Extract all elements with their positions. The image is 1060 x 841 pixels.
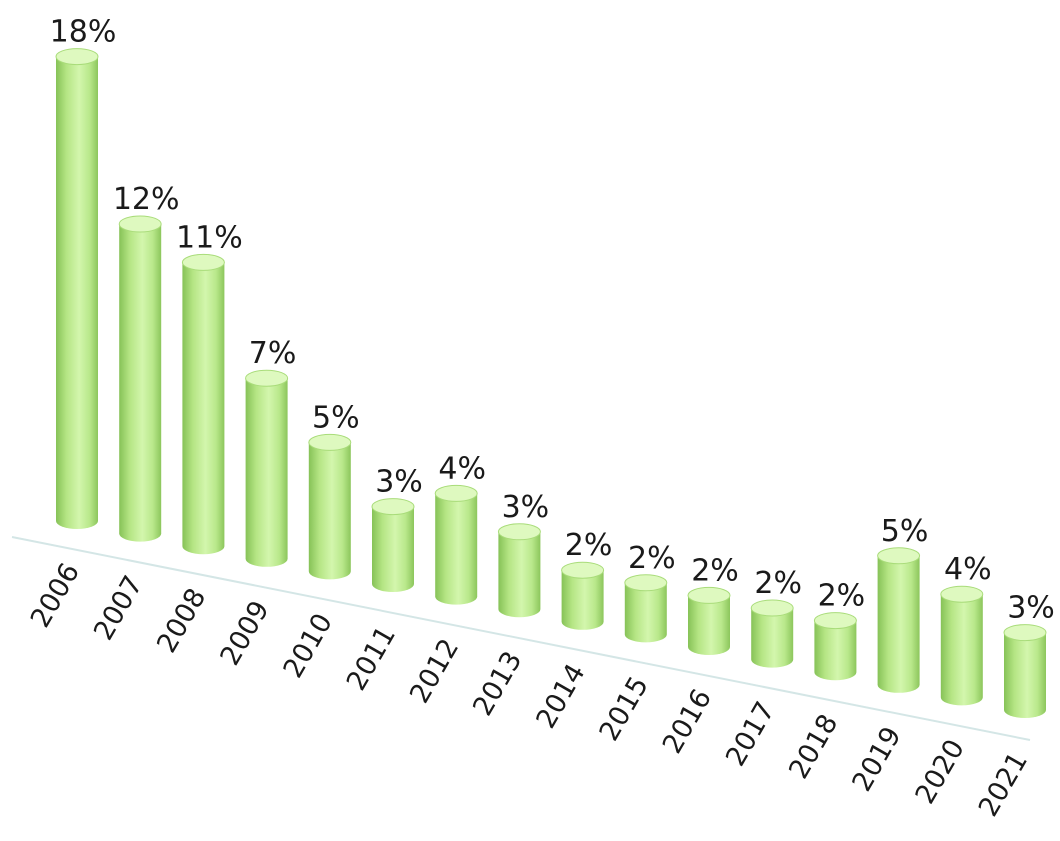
x-tick-label: 2018	[783, 709, 844, 784]
bar-2009	[245, 369, 289, 567]
bar-body	[624, 582, 667, 643]
bar-2012	[434, 484, 478, 605]
data-label: 11%	[176, 220, 243, 255]
bar-top-cap	[813, 612, 857, 630]
bar-2013	[497, 523, 541, 618]
data-label: 3%	[502, 490, 550, 525]
bar-2007	[118, 215, 162, 542]
bar-body	[751, 608, 794, 668]
bar-2015	[624, 574, 668, 643]
bar-body	[940, 594, 983, 706]
bar-body	[877, 555, 920, 693]
x-tick-label: 2015	[594, 671, 655, 746]
bar-2006	[55, 48, 99, 529]
bar-2014	[561, 561, 605, 630]
bar-body	[814, 620, 857, 681]
data-label: 2%	[628, 541, 676, 576]
bar-2010	[308, 433, 352, 580]
data-label: 5%	[881, 514, 929, 549]
data-label: 3%	[1007, 591, 1055, 626]
x-tick-label: 2008	[151, 583, 212, 658]
bar-body	[498, 531, 541, 618]
bar-top-cap	[497, 523, 541, 541]
bar-top-cap	[561, 561, 605, 579]
bar-body	[119, 224, 162, 542]
bar-top-cap	[245, 369, 289, 387]
x-tick-label: 2019	[846, 722, 907, 797]
bar-body	[372, 506, 414, 592]
x-tick-label: 2010	[278, 608, 339, 683]
data-label: 7%	[249, 336, 297, 371]
x-tick-label: 2020	[910, 734, 971, 809]
bar-2020	[940, 585, 984, 706]
bar-body	[435, 493, 478, 605]
bar-body	[1004, 632, 1046, 718]
data-label: 2%	[818, 579, 866, 614]
data-label: 2%	[565, 528, 613, 563]
data-label: 3%	[375, 465, 423, 500]
data-label: 4%	[438, 451, 486, 486]
bar-top-cap	[118, 215, 162, 233]
bar-body	[245, 378, 288, 567]
bar-2017	[750, 599, 794, 668]
data-labels-group: 18% 12%11% 7% 5% 3% 4% 3% 2% 2% 2% 2% 2% 5% 4% 3%	[50, 15, 1055, 626]
x-tick-label: 2009	[214, 596, 275, 671]
bar-body	[56, 56, 98, 529]
x-tick-label: 2017	[720, 697, 781, 772]
data-label: 18%	[50, 15, 117, 50]
x-tick-label: 2021	[973, 747, 1034, 822]
bar-top-cap	[940, 585, 984, 603]
bar-2018	[813, 612, 857, 681]
bar-top-cap	[877, 547, 921, 565]
bar-top-cap	[750, 599, 794, 617]
bar-top-cap	[687, 586, 731, 604]
bar-top-cap	[1003, 624, 1047, 642]
bar-2016	[687, 586, 731, 655]
bar-top-cap	[624, 574, 668, 592]
x-tick-label: 2016	[657, 684, 718, 759]
bar-2021	[1003, 624, 1047, 718]
data-label: 2%	[691, 553, 739, 588]
bar-2011	[371, 498, 415, 592]
x-tick-label: 2007	[88, 571, 149, 646]
data-label: 2%	[754, 566, 802, 601]
bar-top-cap	[181, 253, 225, 271]
bar-body	[308, 442, 351, 580]
x-tick-label: 2012	[404, 634, 465, 709]
bar-2008	[181, 253, 225, 555]
bar-top-cap	[55, 48, 99, 66]
bar-body	[688, 595, 730, 655]
data-label: 12%	[113, 182, 180, 217]
bar-top-cap	[371, 498, 415, 516]
x-tick-label: 2006	[25, 558, 86, 633]
bar-body	[182, 262, 225, 555]
x-tick-label: 2011	[341, 621, 402, 696]
data-label: 4%	[944, 552, 992, 587]
bars-group	[55, 48, 1047, 718]
x-tick-label: 2013	[467, 646, 528, 721]
data-label: 5%	[312, 400, 360, 435]
x-tick-label: 2014	[530, 659, 591, 734]
x-axis-baseline	[11, 536, 1031, 741]
bar-top-cap	[308, 433, 352, 451]
bar-2019	[877, 547, 921, 693]
bar-top-cap	[434, 484, 478, 502]
bar-body	[561, 570, 604, 630]
